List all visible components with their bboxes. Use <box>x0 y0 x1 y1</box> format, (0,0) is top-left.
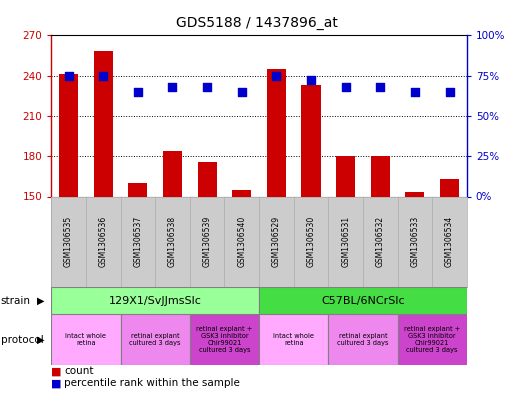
Text: ■: ■ <box>51 366 62 376</box>
Point <box>342 84 350 90</box>
Bar <box>267 69 286 196</box>
Point <box>65 72 73 79</box>
Text: GSM1306533: GSM1306533 <box>410 216 420 267</box>
Point <box>307 77 315 84</box>
Bar <box>94 51 113 196</box>
Text: GSM1306535: GSM1306535 <box>64 216 73 267</box>
Bar <box>328 314 398 365</box>
Bar <box>398 314 467 365</box>
Bar <box>405 193 424 196</box>
Bar <box>128 183 147 196</box>
Text: GSM1306529: GSM1306529 <box>272 216 281 267</box>
Point <box>445 88 453 95</box>
Point <box>134 88 142 95</box>
Text: retinal explant
cultured 3 days: retinal explant cultured 3 days <box>337 333 389 347</box>
Bar <box>302 85 321 196</box>
Text: GSM1306531: GSM1306531 <box>341 216 350 267</box>
Text: C57BL/6NCrSlc: C57BL/6NCrSlc <box>321 296 405 306</box>
Point <box>376 84 384 90</box>
Bar <box>336 156 355 196</box>
Text: count: count <box>64 366 94 376</box>
Point <box>272 72 281 79</box>
Text: percentile rank within the sample: percentile rank within the sample <box>64 378 240 388</box>
Text: retinal explant +
GSK3 inhibitor
Chir99021
cultured 3 days: retinal explant + GSK3 inhibitor Chir990… <box>404 327 460 353</box>
Bar <box>190 314 259 365</box>
Bar <box>440 179 459 196</box>
Point <box>411 88 419 95</box>
Text: retinal explant +
GSK3 inhibitor
Chir99021
cultured 3 days: retinal explant + GSK3 inhibitor Chir990… <box>196 327 252 353</box>
Text: GSM1306532: GSM1306532 <box>376 216 385 267</box>
Text: GSM1306534: GSM1306534 <box>445 216 454 267</box>
Text: GSM1306536: GSM1306536 <box>98 216 108 267</box>
Text: GSM1306538: GSM1306538 <box>168 216 177 267</box>
Point <box>238 88 246 95</box>
Text: ▶: ▶ <box>37 296 45 306</box>
Text: GSM1306537: GSM1306537 <box>133 216 143 267</box>
Point <box>168 84 176 90</box>
Text: intact whole
retina: intact whole retina <box>66 333 106 347</box>
Bar <box>121 314 190 365</box>
Text: GDS5188 / 1437896_at: GDS5188 / 1437896_at <box>175 16 338 30</box>
Bar <box>371 156 390 196</box>
Text: protocol: protocol <box>1 335 43 345</box>
Text: ■: ■ <box>51 378 62 388</box>
Text: intact whole
retina: intact whole retina <box>273 333 314 347</box>
Bar <box>59 74 78 196</box>
Text: GSM1306540: GSM1306540 <box>237 216 246 267</box>
Text: retinal explant
cultured 3 days: retinal explant cultured 3 days <box>129 333 181 347</box>
Text: strain: strain <box>1 296 30 306</box>
Text: ▶: ▶ <box>37 335 45 345</box>
Text: GSM1306530: GSM1306530 <box>306 216 315 267</box>
Bar <box>51 314 121 365</box>
Point <box>203 84 211 90</box>
Text: 129X1/SvJJmsSlc: 129X1/SvJJmsSlc <box>109 296 202 306</box>
Bar <box>259 287 467 314</box>
Bar <box>163 151 182 196</box>
Bar <box>198 162 216 196</box>
Bar <box>259 314 328 365</box>
Bar <box>232 190 251 196</box>
Bar <box>51 287 259 314</box>
Point <box>99 72 107 79</box>
Text: GSM1306539: GSM1306539 <box>203 216 212 267</box>
